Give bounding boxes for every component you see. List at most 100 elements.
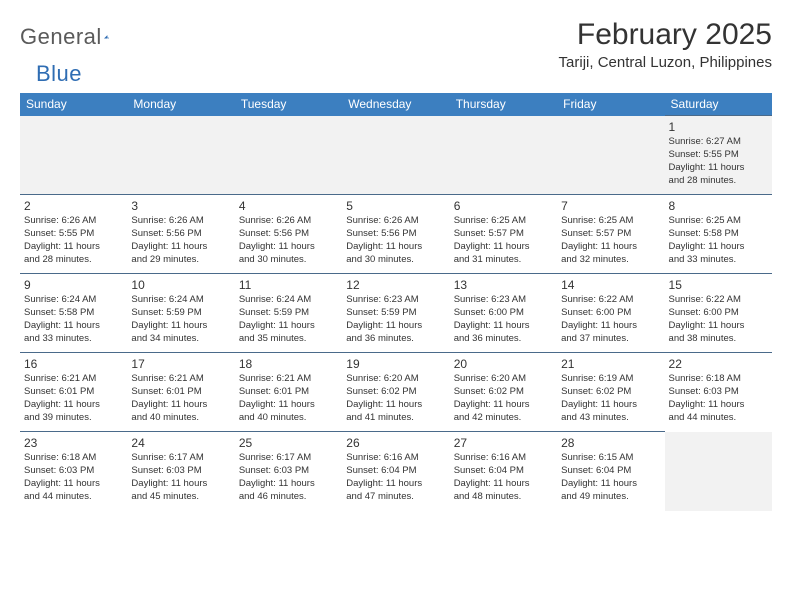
- daylight-line: and 42 minutes.: [454, 412, 553, 425]
- day-number: 17: [131, 356, 230, 372]
- sunrise-line: Sunrise: 6:20 AM: [454, 373, 553, 386]
- day-number: 16: [24, 356, 123, 372]
- calendar-cell: 9Sunrise: 6:24 AMSunset: 5:58 PMDaylight…: [20, 274, 127, 353]
- sunset-line: Sunset: 6:04 PM: [454, 465, 553, 478]
- day-header: Monday: [127, 93, 234, 116]
- day-number: 5: [346, 198, 445, 214]
- day-number: 27: [454, 435, 553, 451]
- daylight-line: and 37 minutes.: [561, 333, 660, 346]
- calendar-cell-empty: [450, 116, 557, 195]
- daylight-line: Daylight: 11 hours: [239, 399, 338, 412]
- logo-sail-icon: [104, 27, 109, 47]
- day-header: Wednesday: [342, 93, 449, 116]
- calendar-cell: 28Sunrise: 6:15 AMSunset: 6:04 PMDayligh…: [557, 432, 664, 511]
- sunset-line: Sunset: 5:57 PM: [561, 228, 660, 241]
- calendar-cell-empty: [557, 116, 664, 195]
- sunset-line: Sunset: 5:55 PM: [669, 149, 768, 162]
- sunrise-line: Sunrise: 6:19 AM: [561, 373, 660, 386]
- sunrise-line: Sunrise: 6:21 AM: [239, 373, 338, 386]
- daylight-line: and 33 minutes.: [669, 254, 768, 267]
- location-subtitle: Tariji, Central Luzon, Philippines: [559, 54, 772, 71]
- sunset-line: Sunset: 6:00 PM: [561, 307, 660, 320]
- daylight-line: and 45 minutes.: [131, 491, 230, 504]
- day-number: 7: [561, 198, 660, 214]
- sunrise-line: Sunrise: 6:17 AM: [131, 452, 230, 465]
- sunset-line: Sunset: 6:01 PM: [131, 386, 230, 399]
- sunrise-line: Sunrise: 6:17 AM: [239, 452, 338, 465]
- calendar-table: SundayMondayTuesdayWednesdayThursdayFrid…: [20, 93, 772, 511]
- sunset-line: Sunset: 5:58 PM: [24, 307, 123, 320]
- sunset-line: Sunset: 6:02 PM: [454, 386, 553, 399]
- daylight-line: and 40 minutes.: [131, 412, 230, 425]
- sunrise-line: Sunrise: 6:22 AM: [669, 294, 768, 307]
- month-title: February 2025: [559, 18, 772, 52]
- daylight-line: and 41 minutes.: [346, 412, 445, 425]
- daylight-line: Daylight: 11 hours: [346, 320, 445, 333]
- sunset-line: Sunset: 5:56 PM: [346, 228, 445, 241]
- sunset-line: Sunset: 6:03 PM: [131, 465, 230, 478]
- daylight-line: Daylight: 11 hours: [346, 399, 445, 412]
- daylight-line: Daylight: 11 hours: [24, 320, 123, 333]
- sunrise-line: Sunrise: 6:26 AM: [346, 215, 445, 228]
- daylight-line: and 36 minutes.: [346, 333, 445, 346]
- daylight-line: Daylight: 11 hours: [669, 320, 768, 333]
- day-number: 26: [346, 435, 445, 451]
- sunset-line: Sunset: 5:57 PM: [454, 228, 553, 241]
- sunrise-line: Sunrise: 6:20 AM: [346, 373, 445, 386]
- daylight-line: and 32 minutes.: [561, 254, 660, 267]
- daylight-line: and 28 minutes.: [669, 175, 768, 188]
- day-number: 13: [454, 277, 553, 293]
- sunset-line: Sunset: 5:56 PM: [239, 228, 338, 241]
- daylight-line: Daylight: 11 hours: [131, 478, 230, 491]
- sunset-line: Sunset: 6:04 PM: [561, 465, 660, 478]
- daylight-line: Daylight: 11 hours: [346, 241, 445, 254]
- daylight-line: and 40 minutes.: [239, 412, 338, 425]
- daylight-line: and 30 minutes.: [239, 254, 338, 267]
- day-number: 4: [239, 198, 338, 214]
- daylight-line: Daylight: 11 hours: [454, 478, 553, 491]
- calendar-cell: 19Sunrise: 6:20 AMSunset: 6:02 PMDayligh…: [342, 353, 449, 432]
- calendar-cell: 2Sunrise: 6:26 AMSunset: 5:55 PMDaylight…: [20, 195, 127, 274]
- daylight-line: Daylight: 11 hours: [561, 241, 660, 254]
- sunset-line: Sunset: 5:55 PM: [24, 228, 123, 241]
- calendar-cell: 20Sunrise: 6:20 AMSunset: 6:02 PMDayligh…: [450, 353, 557, 432]
- daylight-line: Daylight: 11 hours: [561, 399, 660, 412]
- sunrise-line: Sunrise: 6:15 AM: [561, 452, 660, 465]
- calendar-cell: 12Sunrise: 6:23 AMSunset: 5:59 PMDayligh…: [342, 274, 449, 353]
- sunrise-line: Sunrise: 6:21 AM: [24, 373, 123, 386]
- daylight-line: Daylight: 11 hours: [454, 399, 553, 412]
- sunset-line: Sunset: 6:01 PM: [239, 386, 338, 399]
- day-header: Friday: [557, 93, 664, 116]
- daylight-line: Daylight: 11 hours: [561, 320, 660, 333]
- daylight-line: and 35 minutes.: [239, 333, 338, 346]
- daylight-line: and 33 minutes.: [24, 333, 123, 346]
- daylight-line: Daylight: 11 hours: [239, 241, 338, 254]
- sunset-line: Sunset: 6:01 PM: [24, 386, 123, 399]
- calendar-cell: 7Sunrise: 6:25 AMSunset: 5:57 PMDaylight…: [557, 195, 664, 274]
- day-number: 25: [239, 435, 338, 451]
- sunrise-line: Sunrise: 6:25 AM: [561, 215, 660, 228]
- daylight-line: and 44 minutes.: [24, 491, 123, 504]
- calendar-cell-empty: [342, 116, 449, 195]
- day-header: Tuesday: [235, 93, 342, 116]
- daylight-line: Daylight: 11 hours: [669, 241, 768, 254]
- sunrise-line: Sunrise: 6:27 AM: [669, 136, 768, 149]
- day-number: 12: [346, 277, 445, 293]
- sunrise-line: Sunrise: 6:24 AM: [24, 294, 123, 307]
- logo-word-1: General: [20, 24, 102, 50]
- calendar-cell: 27Sunrise: 6:16 AMSunset: 6:04 PMDayligh…: [450, 432, 557, 511]
- daylight-line: and 43 minutes.: [561, 412, 660, 425]
- day-number: 14: [561, 277, 660, 293]
- daylight-line: Daylight: 11 hours: [131, 241, 230, 254]
- day-number: 11: [239, 277, 338, 293]
- daylight-line: Daylight: 11 hours: [561, 478, 660, 491]
- daylight-line: Daylight: 11 hours: [24, 399, 123, 412]
- sunrise-line: Sunrise: 6:21 AM: [131, 373, 230, 386]
- daylight-line: and 36 minutes.: [454, 333, 553, 346]
- calendar-cell: 22Sunrise: 6:18 AMSunset: 6:03 PMDayligh…: [665, 353, 772, 432]
- sunset-line: Sunset: 6:03 PM: [239, 465, 338, 478]
- logo-word-2: Blue: [36, 61, 82, 87]
- daylight-line: and 44 minutes.: [669, 412, 768, 425]
- daylight-line: Daylight: 11 hours: [239, 320, 338, 333]
- sunrise-line: Sunrise: 6:18 AM: [669, 373, 768, 386]
